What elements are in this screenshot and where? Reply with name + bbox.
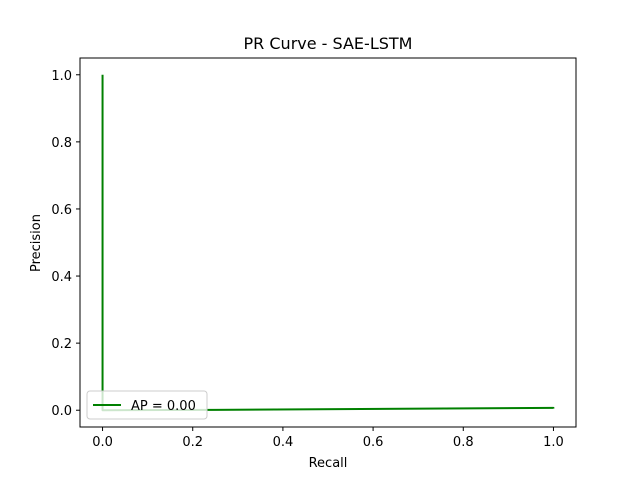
chart-title: PR Curve - SAE-LSTM [244, 34, 413, 53]
y-tick-label: 0.0 [51, 404, 72, 419]
legend-label: AP = 0.00 [131, 399, 196, 414]
y-tick-label: 0.2 [51, 337, 72, 352]
y-axis-ticks: 0.0 0.2 0.4 0.6 0.8 1.0 [51, 69, 80, 419]
x-tick-label: 0.6 [363, 435, 384, 450]
x-axis-ticks: 0.0 0.2 0.4 0.6 0.8 1.0 [92, 427, 564, 450]
x-tick-label: 0.8 [453, 435, 474, 450]
x-tick-label: 0.2 [182, 435, 203, 450]
y-tick-label: 0.8 [51, 136, 72, 151]
x-axis-label: Recall [309, 456, 348, 471]
x-tick-label: 1.0 [543, 435, 564, 450]
y-axis-label: Precision [29, 214, 44, 272]
legend: AP = 0.00 [86, 390, 208, 420]
plot-area [80, 58, 576, 427]
plot-frame [79, 57, 577, 428]
y-tick-label: 0.6 [51, 203, 72, 218]
y-tick-label: 1.0 [51, 69, 72, 84]
x-tick-label: 0.4 [273, 435, 294, 450]
y-tick-label: 0.4 [51, 270, 72, 285]
legend-box [86, 390, 208, 420]
x-tick-label: 0.0 [92, 435, 113, 450]
